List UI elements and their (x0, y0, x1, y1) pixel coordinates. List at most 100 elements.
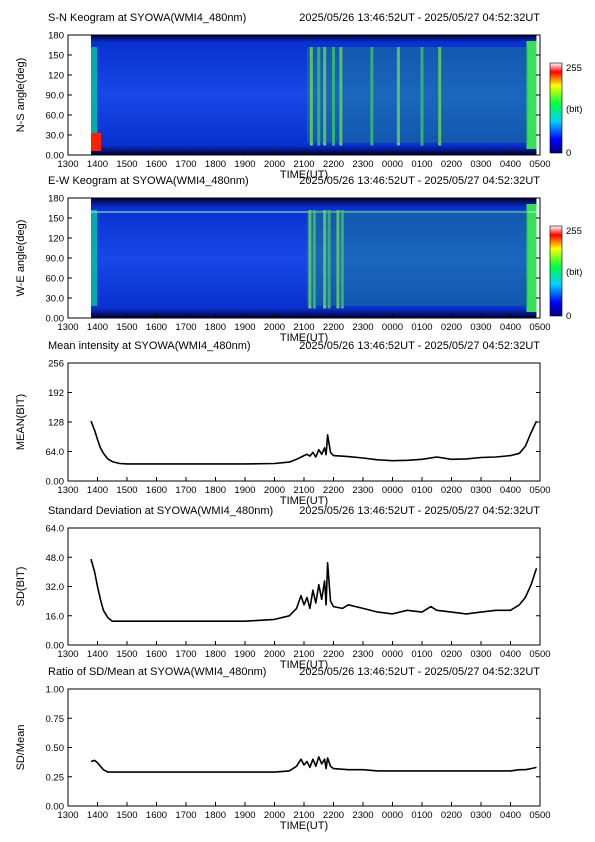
x-tick-label: 0000 (382, 810, 403, 821)
y-tick-label: 192 (48, 388, 64, 399)
x-tick-label: 0200 (441, 322, 462, 333)
keogram-aurora-band (312, 210, 316, 309)
y-tick-label: 0.50 (46, 743, 65, 754)
y-tick-label: 150 (48, 214, 64, 225)
chart-subtitle: 2025/05/26 13:46:52UT - 2025/05/27 04:52… (299, 12, 540, 24)
colorbar-unit-label: (bit) (566, 104, 582, 115)
x-tick-label: 1700 (175, 159, 196, 170)
x-tick-label: 0100 (411, 810, 432, 821)
colorbar-max-label: 255 (566, 63, 582, 74)
keogram-aurora-band (308, 210, 312, 309)
y-tick-label: 30.0 (46, 131, 65, 142)
y-axis-label: MEAN(BIT) (15, 394, 27, 450)
keogram-hotspot (91, 133, 102, 151)
x-axis-label: TIME(UT) (280, 495, 328, 507)
x-tick-label: 1300 (57, 485, 78, 496)
x-tick-label: 0400 (500, 649, 521, 660)
x-tick-label: 1300 (57, 159, 78, 170)
keogram-aurora-band (396, 47, 400, 146)
x-tick-label: 1600 (146, 159, 167, 170)
keogram-aurora-band (336, 210, 340, 309)
x-tick-label: 0000 (382, 322, 403, 333)
y-tick-label: 0.00 (46, 802, 65, 813)
x-tick-label: 2200 (323, 485, 344, 496)
x-tick-label: 0400 (500, 485, 521, 496)
x-tick-label: 0200 (441, 649, 462, 660)
plot-frame (67, 688, 541, 807)
x-tick-label: 2200 (323, 810, 344, 821)
y-tick-label: 48.0 (46, 553, 65, 564)
colorbar (549, 225, 563, 317)
keogram-edge-band-start (91, 47, 98, 143)
y-tick-label: 60.0 (46, 111, 65, 122)
x-tick-label: 0100 (411, 649, 432, 660)
x-tick-label: 0100 (411, 485, 432, 496)
series-line (90, 420, 538, 465)
keogram-aurora-band (327, 210, 331, 309)
keogram-aurora-band (339, 47, 343, 146)
x-tick-label: 1500 (116, 649, 137, 660)
x-tick-label: 2300 (352, 322, 373, 333)
keogram-aurora-band (340, 210, 344, 309)
x-tick-label: 1400 (87, 649, 108, 660)
chart-panel-2: E-W Keogram at SYOWA(WMI4_480nm) 2025/05/… (15, 175, 582, 344)
x-tick-label: 2000 (264, 649, 285, 660)
x-tick-label: 0400 (500, 810, 521, 821)
x-tick-label: 0300 (470, 159, 491, 170)
x-tick-label: 1400 (87, 485, 108, 496)
x-tick-label: 0200 (441, 485, 462, 496)
y-tick-label: 60.0 (46, 274, 65, 285)
keogram-no-data-region (68, 198, 92, 318)
y-tick-label: 64.0 (46, 447, 65, 458)
keogram-aurora-band (323, 210, 327, 309)
y-tick-label: 90.0 (46, 254, 65, 265)
x-tick-label: 1900 (234, 485, 255, 496)
y-axis-label: SD/Mean (15, 725, 27, 771)
x-tick-label: 1600 (146, 322, 167, 333)
x-tick-label: 1800 (205, 649, 226, 660)
x-axis-label: TIME(UT) (280, 659, 328, 671)
y-tick-label: 180 (48, 194, 64, 205)
y-tick-label: 32.0 (46, 582, 65, 593)
x-tick-label: 0400 (500, 159, 521, 170)
y-tick-label: 1.00 (46, 685, 65, 696)
chart-title: E-W Keogram at SYOWA(WMI4_480nm) (48, 175, 249, 187)
x-tick-label: 2300 (352, 159, 373, 170)
chart-title: Mean intensity at SYOWA(WMI4_480nm) (48, 340, 251, 352)
x-tick-label: 2200 (323, 322, 344, 333)
colorbar-unit-label: (bit) (566, 267, 582, 278)
x-tick-label: 1700 (175, 649, 196, 660)
colorbar-min-label: 0 (566, 311, 571, 322)
keogram-edge-band-start (91, 210, 98, 306)
x-tick-label: 0500 (529, 485, 550, 496)
chart-panel-5: Ratio of SD/Mean at SYOWA(WMI4_480nm) 202… (15, 666, 551, 832)
y-tick-label: 90.0 (46, 91, 65, 102)
chart-subtitle: 2025/05/26 13:46:52UT - 2025/05/27 04:52… (299, 340, 540, 352)
x-axis-label: TIME(UT) (280, 169, 328, 181)
series-line (90, 756, 537, 773)
x-tick-label: 2000 (264, 485, 285, 496)
x-tick-label: 2200 (323, 159, 344, 170)
chart-title: S-N Keogram at SYOWA(WMI4_480nm) (48, 12, 246, 24)
x-tick-label: 0000 (382, 649, 403, 660)
x-tick-label: 0100 (411, 159, 432, 170)
y-tick-label: 150 (48, 51, 64, 62)
x-tick-label: 1600 (146, 485, 167, 496)
x-tick-label: 0000 (382, 485, 403, 496)
x-tick-label: 1700 (175, 485, 196, 496)
x-tick-label: 2300 (352, 485, 373, 496)
keogram-edge-band-end (526, 204, 537, 312)
keogram-aurora-band (317, 47, 321, 146)
keogram-aurora-band (323, 47, 327, 146)
x-tick-label: 1900 (234, 322, 255, 333)
y-tick-label: 120 (48, 234, 64, 245)
x-tick-label: 1700 (175, 810, 196, 821)
y-axis-label: SD(BIT) (15, 567, 27, 607)
x-tick-label: 2000 (264, 322, 285, 333)
x-tick-label: 0200 (441, 810, 462, 821)
chart-subtitle: 2025/05/26 13:46:52UT - 2025/05/27 04:52… (299, 505, 540, 517)
x-tick-label: 0500 (529, 810, 550, 821)
colorbar-max-label: 255 (566, 226, 582, 237)
x-tick-label: 1800 (205, 159, 226, 170)
chart-subtitle: 2025/05/26 13:46:52UT - 2025/05/27 04:52… (299, 175, 540, 187)
